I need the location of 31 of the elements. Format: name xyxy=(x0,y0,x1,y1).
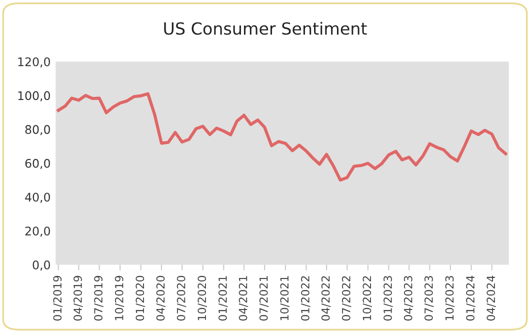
x-tick-label: 01/2019 xyxy=(53,276,62,321)
x-tick-label: 01/2020 xyxy=(136,276,145,321)
x-tick-label: 01/2023 xyxy=(384,276,393,321)
x-tick-label: 07/2020 xyxy=(176,276,186,321)
y-tick-label: 60,0 xyxy=(25,158,50,170)
y-tick-label: 20,0 xyxy=(25,226,50,237)
x-tick-label: 04/2020 xyxy=(156,276,166,321)
x-tick-label: 04/2024 xyxy=(486,276,496,321)
x-tick-label: 07/2021 xyxy=(259,276,269,321)
x-tick-label: 04/2022 xyxy=(321,276,331,321)
x-tick-label: 01/2021 xyxy=(218,276,228,321)
x-tick-label: 10/2021 xyxy=(280,276,290,320)
y-tick-label: 100,0 xyxy=(18,91,50,102)
y-tick-label: 120,0 xyxy=(18,57,50,68)
x-tick-label: 01/2024 xyxy=(466,276,476,321)
x-tick-label: 04/2021 xyxy=(238,276,248,321)
x-tick-label: 07/2023 xyxy=(424,276,434,321)
y-tick-label: 80,0 xyxy=(25,125,50,136)
x-tick-label: 07/2022 xyxy=(342,276,352,321)
line-series xyxy=(56,92,508,182)
x-tick-label: 10/2023 xyxy=(445,276,455,320)
x-tick-label: 04/2019 xyxy=(74,276,83,321)
x-tick-label: 07/2019 xyxy=(94,276,104,321)
y-tick-label: 0,0 xyxy=(32,260,50,271)
x-tick-label: 10/2020 xyxy=(198,276,207,320)
x-tick-label: 01/2022 xyxy=(301,276,310,321)
x-tick-label: 10/2022 xyxy=(362,276,372,320)
x-tick-label: 10/2019 xyxy=(114,276,124,320)
x-tick-label: 04/2023 xyxy=(404,276,414,321)
y-tick-label: 40,0 xyxy=(25,192,50,203)
chart-title: US Consumer Sentiment xyxy=(164,22,367,35)
